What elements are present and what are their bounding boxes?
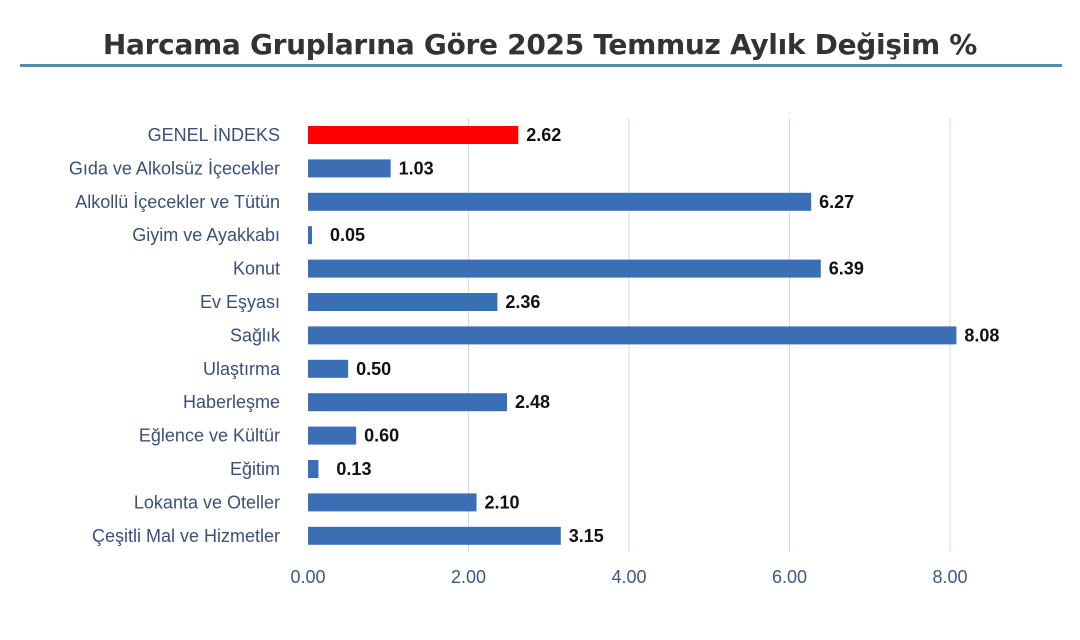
value-label: 2.36 — [505, 292, 540, 312]
category-label: Sağlık — [230, 325, 281, 345]
value-label: 1.03 — [399, 158, 434, 178]
value-label: 0.13 — [336, 459, 371, 479]
bar — [308, 393, 508, 412]
value-label: 3.15 — [569, 526, 604, 546]
category-label: Eğitim — [230, 459, 280, 479]
bar — [308, 426, 357, 445]
highlight-bar — [308, 126, 519, 144]
value-label: 0.60 — [364, 426, 399, 446]
bar — [308, 359, 349, 378]
category-label: Alkollü İçecekler ve Tütün — [75, 192, 280, 212]
bar — [308, 259, 821, 278]
chart-title: Harcama Gruplarına Göre 2025 Temmuz Aylı… — [102, 28, 978, 61]
bar — [308, 192, 812, 211]
bar — [308, 226, 313, 245]
x-axis-ticks: 0.00 2.00 4.00 6.00 8.00 — [290, 567, 967, 587]
value-label: 6.39 — [829, 259, 864, 279]
bar — [308, 159, 391, 178]
category-label: Lokanta ve Oteller — [134, 492, 280, 512]
title-underline — [20, 64, 1062, 67]
x-tick-label: 8.00 — [932, 567, 967, 587]
category-label: Giyim ve Ayakkabı — [132, 225, 280, 245]
bar — [308, 526, 561, 545]
bars — [308, 126, 957, 545]
category-label: Haberleşme — [183, 392, 280, 412]
bar — [308, 460, 319, 478]
x-tick-label: 6.00 — [772, 567, 807, 587]
bar — [308, 493, 477, 512]
category-label: Ulaştırma — [203, 359, 281, 379]
category-label: Eğlence ve Kültür — [139, 426, 280, 446]
category-label: GENEL İNDEKS — [148, 125, 280, 145]
value-label: 2.48 — [515, 392, 550, 412]
category-label: Gıda ve Alkolsüz İçecekler — [69, 158, 280, 178]
value-label: 0.50 — [356, 359, 391, 379]
category-label: Ev Eşyası — [200, 292, 280, 312]
value-label: 0.05 — [330, 225, 365, 245]
category-label: Konut — [233, 259, 280, 279]
x-tick-label: 4.00 — [611, 567, 646, 587]
x-tick-label: 2.00 — [451, 567, 486, 587]
x-tick-label: 0.00 — [290, 567, 325, 587]
value-label: 8.08 — [964, 325, 999, 345]
bar — [308, 326, 957, 345]
labels: GENEL İNDEKS 2.62 Gıda ve Alkolsüz İçecekl… — [69, 125, 1000, 546]
bar — [308, 293, 498, 311]
value-label: 2.62 — [526, 125, 561, 145]
value-label: 2.10 — [485, 492, 520, 512]
value-label: 6.27 — [819, 192, 854, 212]
category-label: Çeşitli Mal ve Hizmetler — [92, 526, 280, 546]
